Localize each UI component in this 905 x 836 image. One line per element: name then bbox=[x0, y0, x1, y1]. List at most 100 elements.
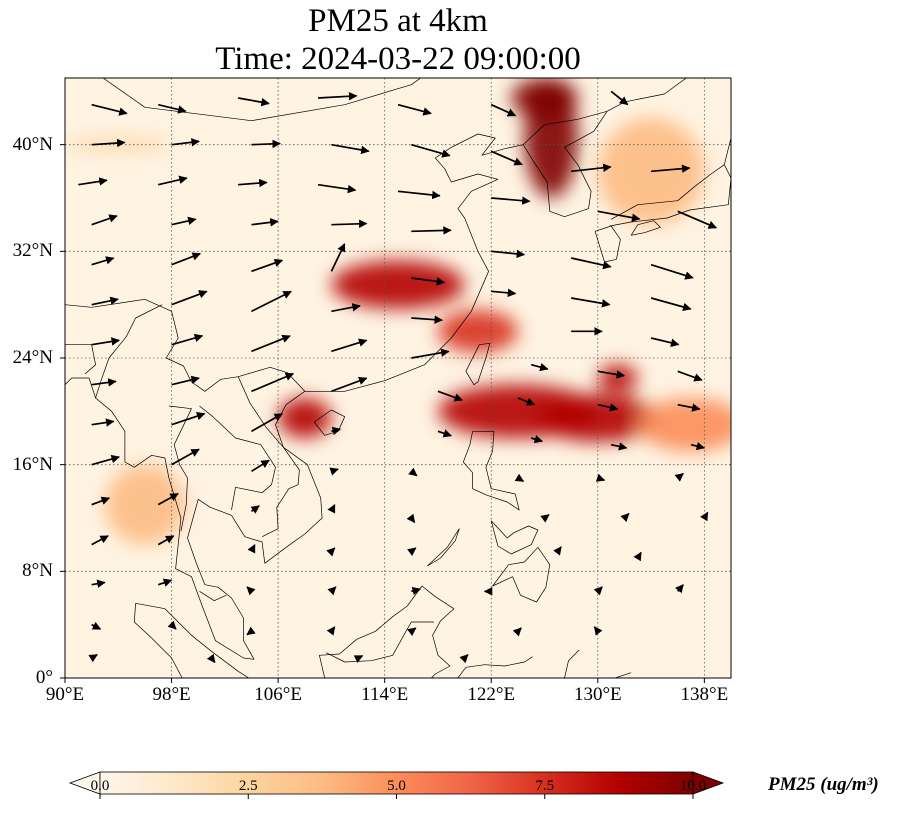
wind-vector bbox=[700, 511, 709, 522]
wind-vector bbox=[171, 252, 201, 266]
coastline-japan-honshu bbox=[609, 124, 731, 227]
wind-vector bbox=[407, 627, 417, 637]
coastline-vietnam-coast bbox=[244, 391, 323, 564]
wind-vector bbox=[91, 296, 119, 306]
wind-vector bbox=[327, 586, 337, 596]
wind-vector bbox=[250, 505, 260, 514]
wind-vector bbox=[490, 103, 517, 117]
wind-vector bbox=[246, 626, 256, 636]
wind-vector bbox=[597, 370, 626, 379]
wind-vector bbox=[251, 459, 270, 473]
coastline-palawan bbox=[427, 528, 460, 567]
figure-subtitle-time: Time: 2024-03-22 09:00:00 bbox=[215, 41, 581, 77]
wind-vector bbox=[91, 496, 111, 506]
wind-vector bbox=[171, 375, 200, 386]
lat-tick-label: 32°N bbox=[12, 240, 53, 262]
lon-tick-label: 114°E bbox=[361, 684, 409, 705]
wind-vector bbox=[327, 503, 336, 514]
wind-vector bbox=[91, 103, 128, 116]
wind-vector bbox=[397, 103, 432, 116]
lat-tick-label: 40°N bbox=[12, 133, 53, 155]
wind-vector bbox=[331, 219, 368, 229]
lon-tick-label: 98°E bbox=[152, 684, 191, 705]
coastline-russia-coast bbox=[606, 78, 687, 112]
wind-vector bbox=[171, 290, 208, 306]
wind-vector bbox=[171, 333, 204, 346]
colorbar-extend-max bbox=[692, 771, 725, 795]
coastline-halmahera bbox=[564, 649, 580, 678]
pm25-plume bbox=[104, 464, 185, 545]
coastline-china-coast bbox=[304, 133, 524, 392]
wind-vector bbox=[251, 334, 291, 353]
coastline-borneo bbox=[319, 585, 455, 678]
colorbar-tick-label: 10.0 bbox=[679, 778, 707, 794]
wind-vector bbox=[251, 218, 279, 227]
wind-vector bbox=[411, 586, 421, 596]
wind-vector bbox=[157, 535, 175, 546]
lon-tick-label: 130°E bbox=[573, 684, 622, 705]
wind-vector bbox=[593, 626, 603, 636]
wind-vector bbox=[690, 441, 706, 451]
wind-vector bbox=[530, 435, 544, 444]
wind-vector bbox=[326, 547, 336, 557]
wind-vector bbox=[251, 258, 284, 273]
wind-vector bbox=[326, 626, 336, 636]
pm25-plume bbox=[331, 260, 465, 309]
wind-vector bbox=[530, 362, 549, 372]
wind-vector bbox=[650, 337, 680, 347]
border-cambodia bbox=[261, 488, 290, 538]
wind-vector bbox=[251, 290, 292, 313]
coastline-mindanao bbox=[492, 546, 551, 603]
colorbar-tick-label: 5.0 bbox=[387, 778, 406, 794]
wind-vector bbox=[157, 492, 179, 506]
wind-vector bbox=[157, 578, 173, 587]
border-china-north bbox=[102, 78, 422, 122]
wind-vector bbox=[595, 473, 606, 482]
border-china-korea bbox=[522, 110, 608, 145]
wind-vector bbox=[651, 164, 691, 173]
wind-vector bbox=[675, 584, 684, 594]
coastline-new-guinea-west bbox=[614, 672, 632, 678]
border-laos-vietnam bbox=[237, 376, 300, 490]
wind-vector bbox=[610, 442, 628, 451]
border-thai-myanmar bbox=[168, 405, 192, 532]
wind-vector bbox=[91, 579, 106, 588]
wind-vector bbox=[411, 348, 450, 359]
wind-vector bbox=[331, 303, 361, 313]
wind-vector bbox=[91, 214, 118, 226]
wind-vector bbox=[411, 143, 451, 158]
wind-vector bbox=[331, 426, 342, 436]
wind-vector bbox=[437, 390, 463, 402]
wind-vector bbox=[78, 177, 108, 186]
wind-vector bbox=[677, 370, 703, 382]
wind-vector bbox=[620, 512, 630, 523]
wind-vector bbox=[331, 143, 370, 155]
wind-vector bbox=[91, 138, 126, 148]
wind-vector bbox=[91, 378, 117, 387]
wind-vector bbox=[206, 653, 216, 664]
coastline-sumatra-west bbox=[133, 603, 183, 678]
coastline-luzon bbox=[462, 430, 520, 511]
coastline-sumatra bbox=[135, 602, 249, 678]
wind-vector bbox=[238, 97, 270, 107]
lat-tick-label: 0° bbox=[35, 667, 53, 688]
colorbar-tick-label: 7.5 bbox=[535, 778, 555, 794]
wind-vector bbox=[91, 418, 115, 427]
wind-vector bbox=[251, 372, 295, 393]
wind-vector bbox=[317, 183, 357, 194]
wind-vector bbox=[91, 337, 120, 346]
wind-vector bbox=[411, 315, 443, 324]
wind-vector bbox=[171, 216, 197, 226]
wind-vector bbox=[397, 190, 441, 200]
wind-vector bbox=[91, 535, 109, 546]
pm25-plume bbox=[278, 398, 332, 438]
border-india-bangladesh bbox=[65, 344, 96, 375]
wind-vector bbox=[553, 546, 562, 556]
wind-vector bbox=[633, 551, 642, 562]
wind-vector bbox=[571, 297, 611, 308]
wind-vector bbox=[88, 653, 98, 663]
wind-vector bbox=[353, 655, 364, 664]
wind-vector bbox=[437, 429, 452, 438]
wind-vector bbox=[158, 103, 187, 114]
coastline-gulf-thailand bbox=[187, 498, 255, 660]
